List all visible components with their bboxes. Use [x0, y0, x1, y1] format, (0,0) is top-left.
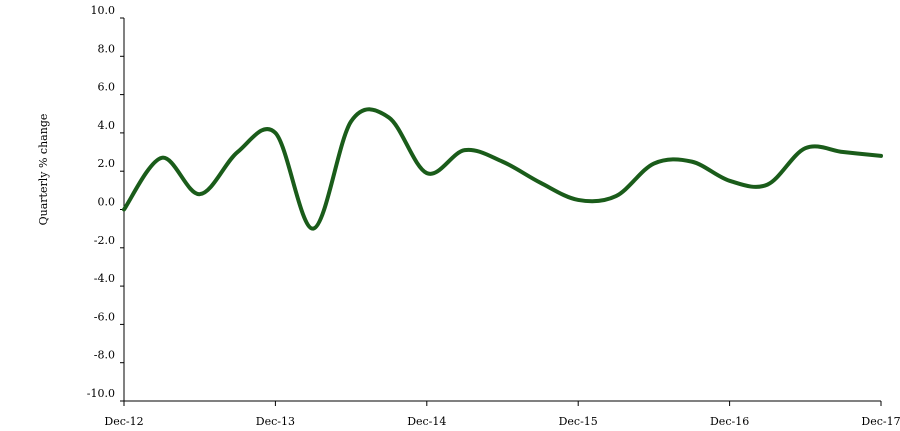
- y-tick-label: -10.0: [87, 387, 115, 400]
- x-tick-label: Dec-12: [104, 415, 143, 428]
- series-line: [122, 107, 883, 231]
- x-tick-label: Dec-16: [710, 415, 749, 428]
- y-tick-label: 6.0: [98, 81, 116, 94]
- y-axis-title: Quarterly % change: [37, 114, 50, 226]
- x-tick-label: Dec-17: [861, 415, 900, 428]
- y-tick-label: -6.0: [94, 310, 115, 323]
- y-tick-label: -8.0: [94, 349, 115, 362]
- y-tick-label: -4.0: [94, 272, 115, 285]
- y-tick-label: 4.0: [98, 119, 116, 132]
- x-tick-label: Dec-13: [256, 415, 295, 428]
- x-tick-label: Dec-14: [407, 415, 446, 428]
- y-tick-label: 10.0: [91, 4, 116, 17]
- y-tick-label: 0.0: [98, 196, 116, 209]
- x-tick-label: Dec-15: [559, 415, 598, 428]
- y-tick-label: -2.0: [94, 234, 115, 247]
- y-tick-label: 2.0: [98, 157, 116, 170]
- y-tick-label: 8.0: [98, 42, 116, 55]
